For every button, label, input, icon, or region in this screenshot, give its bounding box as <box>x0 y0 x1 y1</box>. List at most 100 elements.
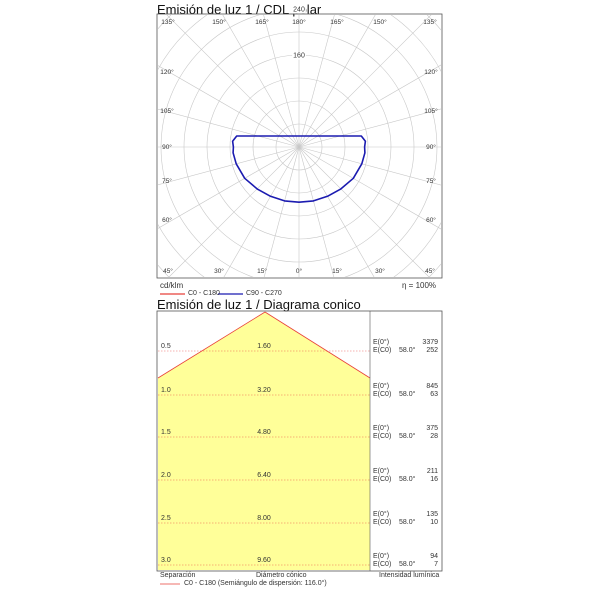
polar-spoke <box>298 146 441 186</box>
e0-value: 3379 <box>422 339 438 346</box>
e0-label: E(0°) <box>373 510 389 518</box>
separation-value: 0.5 <box>161 343 171 350</box>
footer-separation: Separación <box>160 572 196 579</box>
separation-value: 1.0 <box>161 387 171 394</box>
polar-spoke <box>298 146 430 277</box>
diameter-value: 6.40 <box>257 472 271 479</box>
angle-label-right: 120° <box>424 68 438 76</box>
e0-value: 94 <box>430 553 438 560</box>
ec0-value: 10 <box>430 519 438 526</box>
e0-value: 375 <box>426 425 438 432</box>
angle-label-top: 150° <box>212 18 226 26</box>
polar-spoke <box>158 65 300 148</box>
diameter-value: 4.80 <box>257 429 271 436</box>
angle-label-top: 165° <box>330 18 344 26</box>
ec0-label: E(C0) <box>373 519 391 526</box>
e0-label: E(0°) <box>373 424 389 432</box>
footer-intensity: Intensidad lumínica <box>379 572 440 579</box>
cone-edge-left <box>157 311 266 379</box>
angle-label-left: 90° <box>162 143 172 151</box>
cone-chart-title: Emisión de luz 1 / Diagrama conico <box>157 297 361 312</box>
e0-label: E(0°) <box>373 467 389 475</box>
angle-label-left: 105° <box>160 107 174 115</box>
angle-label-bottom: 45° <box>425 267 435 275</box>
cone-frame <box>156 310 443 572</box>
angle-label-bottom: 15° <box>257 267 267 275</box>
separation-value: 1.5 <box>161 429 171 436</box>
polar-spoke <box>263 146 300 277</box>
polar-frame <box>156 13 443 279</box>
ec0-label: E(C0) <box>373 391 391 398</box>
angle-label-top: 180° <box>292 18 306 26</box>
polar-spoke <box>298 15 376 148</box>
polar-spoke <box>298 15 432 148</box>
angle-label-left: 75° <box>162 177 172 185</box>
angle-value: 58.0° <box>399 390 416 398</box>
polar-spoke <box>222 15 300 148</box>
ec0-label: E(C0) <box>373 433 391 440</box>
angle-value: 58.0° <box>399 475 416 483</box>
angle-label-left: 120° <box>160 68 174 76</box>
polar-curve-c90-c270 <box>231 135 367 203</box>
angle-label-bottom: 30° <box>214 267 224 275</box>
polar-chart: 160240320 135° 150° 165° 180° 165° 150° 135° 45… <box>156 6 443 295</box>
cone-row: 3.0 9.60 E(0°)E(C0) 58.0° 947 <box>158 552 438 568</box>
angle-label-bottom: 0° <box>296 267 303 275</box>
separation-value: 3.0 <box>161 557 171 564</box>
polar-angle-labels: 135° 150° 165° 180° 165° 150° 135° 45° 30° 15° 0° 1… <box>160 18 438 275</box>
polar-spoke <box>158 146 300 229</box>
angle-label-top: 150° <box>373 18 387 26</box>
angle-value: 58.0° <box>399 432 416 440</box>
diameter-value: 9.60 <box>257 557 271 564</box>
ec0-label: E(C0) <box>373 561 391 568</box>
polar-spoke <box>223 146 300 277</box>
polar-grid <box>158 15 441 277</box>
angle-value: 58.0° <box>399 518 416 526</box>
polar-spoke <box>298 146 441 230</box>
legend-c90-label: C90 - C270 <box>246 290 282 297</box>
angle-label-right: 90° <box>426 143 436 151</box>
polar-spoke <box>158 146 300 186</box>
polar-radial-ticks: 160240320 <box>292 6 306 60</box>
ec0-value: 16 <box>430 476 438 483</box>
separation-value: 2.0 <box>161 472 171 479</box>
angle-value: 58.0° <box>399 346 416 354</box>
ec0-label: E(C0) <box>373 476 391 483</box>
angle-label-top: 135° <box>161 18 175 26</box>
polar-spoke <box>298 64 441 148</box>
polar-efficiency: η = 100% <box>402 281 437 290</box>
angle-label-bottom: 45° <box>163 267 173 275</box>
cone-shape <box>158 312 370 570</box>
angle-label-right: 105° <box>424 107 438 115</box>
e0-value: 845 <box>426 383 438 390</box>
polar-spoke <box>298 146 375 277</box>
polar-spoke <box>298 108 441 148</box>
ec0-value: 252 <box>426 347 438 354</box>
polar-spoke <box>298 15 335 148</box>
separation-value: 2.5 <box>161 515 171 522</box>
ec0-label: E(C0) <box>373 347 391 354</box>
footer-legend: C0 - C180 (Semiángulo de dispersión: 116… <box>184 580 327 587</box>
e0-label: E(0°) <box>373 338 389 346</box>
angle-label-top: 165° <box>255 18 269 26</box>
e0-label: E(0°) <box>373 552 389 560</box>
e0-label: E(0°) <box>373 382 389 390</box>
angle-value: 58.0° <box>399 560 416 568</box>
polar-unit-label: cd/klm <box>160 281 184 290</box>
footer-diameter: Diámetro cónico <box>256 572 307 579</box>
diameter-value: 1.60 <box>257 343 271 350</box>
angle-label-top: 135° <box>423 18 437 26</box>
diameter-value: 8.00 <box>257 515 271 522</box>
ec0-value: 63 <box>430 391 438 398</box>
angle-label-right: 75° <box>426 177 436 185</box>
polar-spoke <box>263 15 300 148</box>
ec0-value: 28 <box>430 433 438 440</box>
e0-value: 211 <box>427 468 438 475</box>
polar-curves <box>231 135 367 203</box>
